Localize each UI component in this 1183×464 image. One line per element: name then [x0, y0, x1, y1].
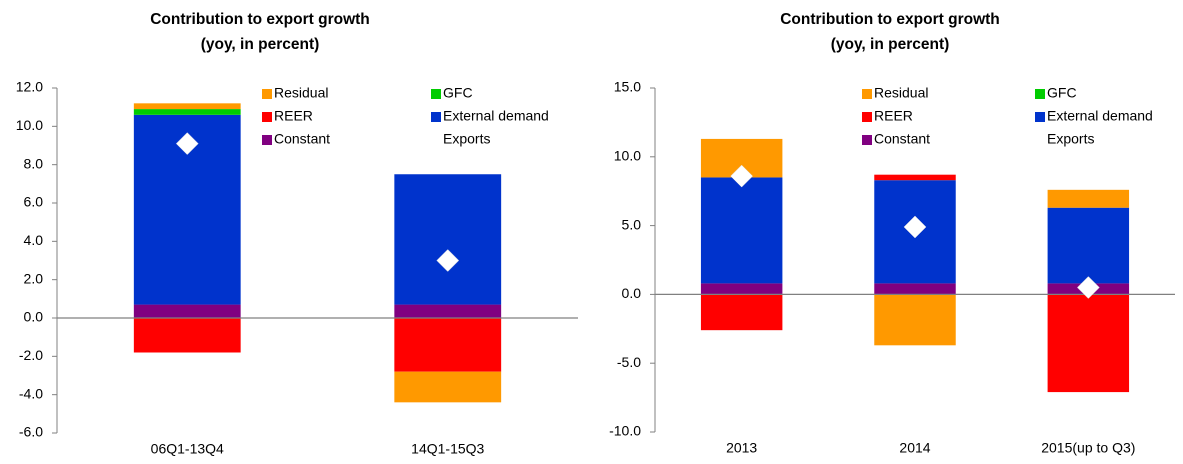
- y-tick-label: 10.0: [614, 148, 641, 164]
- y-tick-label: -5.0: [617, 354, 641, 370]
- legend-label: GFC: [443, 85, 473, 101]
- y-tick-label: 10.0: [16, 117, 43, 133]
- x-tick-label: 06Q1-13Q4: [151, 441, 224, 457]
- legend-label: Exports: [1047, 131, 1094, 147]
- diamond-marker: [175, 132, 199, 155]
- diamond-marker: [730, 164, 754, 188]
- diamond-marker: [903, 215, 927, 239]
- bar-segment: [874, 283, 956, 295]
- bar-segment: [874, 174, 956, 181]
- legend-swatch: [1035, 89, 1045, 99]
- legend-swatch: [862, 112, 872, 122]
- y-tick-label: 5.0: [622, 216, 642, 232]
- y-tick-label: 6.0: [24, 194, 44, 210]
- diamond-marker: [436, 249, 460, 272]
- legend-label: REER: [274, 108, 313, 124]
- x-tick-label: 2015(up to Q3): [1041, 440, 1135, 456]
- legend-swatch: [1035, 135, 1045, 145]
- legend-swatch: [1035, 112, 1045, 122]
- bar-segment: [700, 283, 783, 295]
- y-tick-label: 12.0: [16, 79, 43, 95]
- diamond-marker: [1076, 276, 1100, 299]
- bar-segment: [394, 174, 502, 305]
- y-tick-label: 0.0: [622, 285, 642, 301]
- legend-swatch: [262, 135, 272, 145]
- y-tick-label: -10.0: [609, 423, 641, 439]
- bar-segment: [394, 318, 502, 372]
- bar-segment: [700, 294, 783, 331]
- y-tick-label: 0.0: [24, 309, 44, 325]
- bar-segment: [133, 109, 241, 115]
- legend-label: GFC: [1047, 85, 1077, 101]
- y-tick-label: -2.0: [19, 347, 43, 363]
- bar-segment: [1047, 294, 1130, 393]
- bar-segment: [394, 371, 502, 403]
- chart-title: Contribution to export growth: [150, 11, 370, 28]
- bar-segment: [394, 304, 502, 318]
- legend-label: Residual: [874, 85, 928, 101]
- legend-label: Constant: [274, 131, 330, 147]
- x-tick-label: 14Q1-15Q3: [411, 441, 484, 457]
- legend-swatch: [262, 112, 272, 122]
- legend-swatch: [431, 135, 441, 145]
- bar-segment: [1047, 189, 1130, 208]
- y-tick-label: 15.0: [614, 79, 641, 95]
- bar-segment: [133, 318, 241, 353]
- y-tick-label: -6.0: [19, 424, 43, 440]
- legend-swatch: [862, 89, 872, 99]
- x-tick-label: 2014: [899, 440, 930, 456]
- y-tick-label: -4.0: [19, 385, 43, 401]
- y-tick-label: 4.0: [24, 232, 44, 248]
- legend-label: REER: [874, 108, 913, 124]
- bar-segment: [700, 177, 783, 284]
- bar-segment: [133, 304, 241, 318]
- chart-subtitle: (yoy, in percent): [201, 36, 320, 53]
- legend-label: Exports: [443, 131, 490, 147]
- legend-label: Residual: [274, 85, 328, 101]
- legend-swatch: [862, 135, 872, 145]
- legend-swatch: [431, 112, 441, 122]
- x-tick-label: 2013: [726, 440, 757, 456]
- legend-label: Constant: [874, 131, 930, 147]
- legend-label: External demand: [1047, 108, 1153, 124]
- y-tick-label: 2.0: [24, 270, 44, 286]
- y-tick-label: 8.0: [24, 155, 44, 171]
- chart-subtitle: (yoy, in percent): [831, 36, 950, 53]
- legend-swatch: [431, 89, 441, 99]
- bar-segment: [1047, 207, 1130, 284]
- bar-segment: [874, 294, 956, 346]
- bar-segment: [133, 103, 241, 110]
- chart-title: Contribution to export growth: [780, 11, 1000, 28]
- legend-swatch: [262, 89, 272, 99]
- legend-label: External demand: [443, 108, 549, 124]
